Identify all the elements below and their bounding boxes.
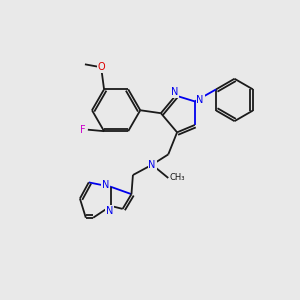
Text: N: N	[196, 95, 204, 105]
Text: F: F	[80, 125, 86, 135]
Text: O: O	[97, 62, 105, 72]
Text: N: N	[106, 206, 113, 216]
Text: CH₃: CH₃	[170, 173, 185, 182]
Text: N: N	[171, 87, 178, 97]
Text: N: N	[102, 180, 109, 190]
Text: N: N	[148, 160, 156, 170]
